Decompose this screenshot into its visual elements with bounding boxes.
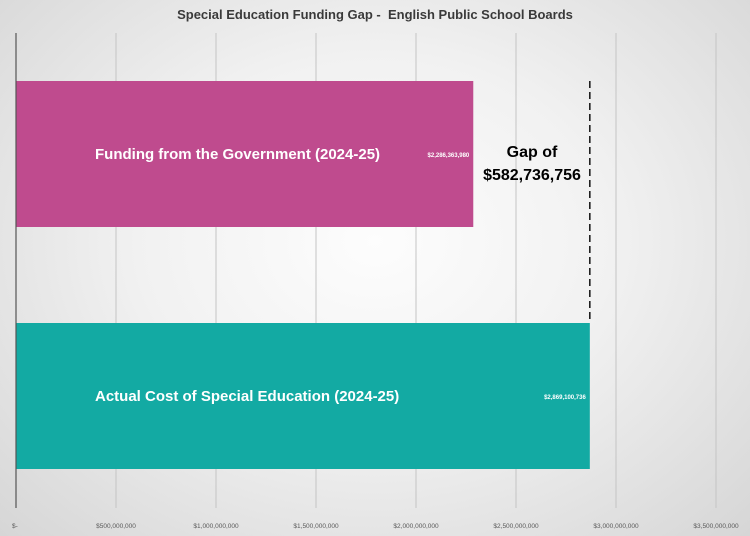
x-tick-label: $3,500,000,000 — [693, 523, 739, 530]
bar-category-label: Funding from the Government (2024-25) — [95, 146, 380, 163]
bar-category-label: Actual Cost of Special Education (2024-2… — [95, 388, 399, 405]
bar — [16, 323, 590, 469]
x-tick-label: $500,000,000 — [96, 523, 136, 530]
bar — [16, 81, 474, 227]
data-label: $2,869,100,736 — [544, 395, 586, 401]
x-tick-label: $- — [12, 523, 18, 530]
data-label: $2,286,363,980 — [428, 153, 470, 159]
x-tick-label: $2,500,000,000 — [493, 523, 539, 530]
gap-annotation-line2: $582,736,756 — [483, 167, 581, 184]
x-tick-label: $2,000,000,000 — [393, 523, 439, 530]
x-tick-label: $1,500,000,000 — [293, 523, 339, 530]
x-tick-label: $3,000,000,000 — [593, 523, 639, 530]
chart-title: Special Education Funding Gap - English … — [177, 7, 573, 22]
x-tick-label: $1,000,000,000 — [193, 523, 239, 530]
gap-annotation-line1: Gap of — [507, 144, 558, 161]
